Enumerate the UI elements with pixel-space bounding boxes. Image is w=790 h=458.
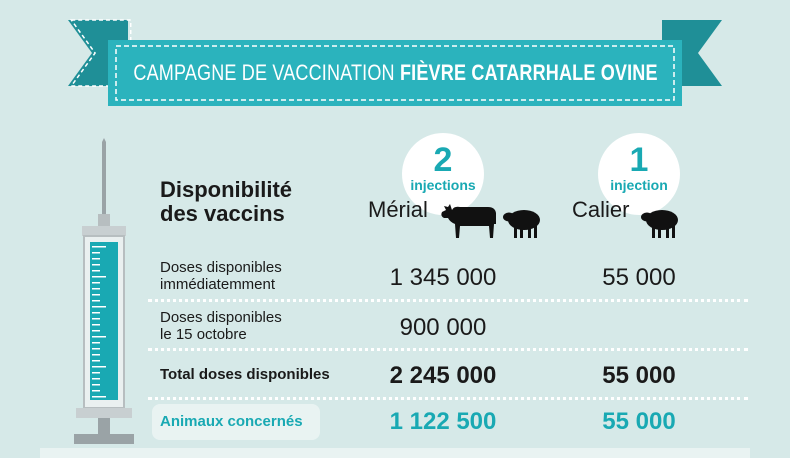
syringe-tick	[92, 318, 100, 320]
syringe-tick	[92, 330, 100, 332]
merial-animals: 1 122 500	[389, 408, 497, 435]
section-heading-line2: des vaccins	[160, 201, 285, 226]
syringe-tick	[92, 270, 100, 272]
syringe-tick	[92, 390, 100, 392]
calier-injections-label: injection	[610, 177, 668, 193]
campaign-title-bold: FIÈVRE CATARRHALE OVINE	[400, 60, 658, 85]
section-heading-line1: Disponibilité	[160, 177, 292, 202]
syringe-tick	[92, 264, 100, 266]
bottom-panel	[40, 448, 750, 458]
syringe-tick	[92, 252, 100, 254]
section-heading: Disponibilité des vaccins	[160, 178, 292, 226]
syringe-tick	[92, 246, 106, 248]
calier-injections-count: 1	[629, 141, 649, 179]
syringe-tick	[92, 366, 106, 368]
row-label-immediate-line2: immédiatemment	[160, 276, 276, 293]
calier-injections-badge: 1 injection	[598, 133, 680, 215]
campaign-title: CAMPAGNE DE VACCINATION FIÈVRE CATARRHAL…	[110, 55, 680, 91]
syringe-tick	[92, 282, 100, 284]
syringe-tick	[92, 276, 106, 278]
syringe-tick	[92, 360, 100, 362]
row-label-october: Doses disponibles le 15 octobre	[160, 309, 282, 343]
banner-ribbon	[68, 19, 722, 106]
sheep-icon	[641, 210, 678, 238]
syringe-tick	[92, 354, 100, 356]
merial-doses-immediate: 1 345 000	[389, 264, 497, 291]
syringe-tick	[92, 306, 106, 308]
sheep-icon	[503, 210, 540, 238]
calier-animals: 55 000	[602, 408, 676, 435]
calier-doses-immediate: 55 000	[602, 264, 676, 291]
syringe-tick	[92, 312, 100, 314]
syringe-tick	[92, 336, 106, 338]
syringe-tick	[92, 324, 100, 326]
row-divider	[148, 348, 748, 351]
row-label-total: Total doses disponibles	[160, 366, 330, 383]
syringe-tick	[92, 342, 100, 344]
row-label-immediate-line1: Doses disponibles	[160, 259, 282, 276]
merial-injections-label: injections	[410, 177, 476, 193]
syringe-tick	[92, 384, 100, 386]
campaign-title-light: CAMPAGNE DE VACCINATION	[132, 60, 395, 85]
row-divider	[148, 397, 748, 400]
syringe-tick	[92, 378, 100, 380]
syringe-tick	[92, 288, 100, 290]
syringe-tick	[92, 372, 100, 374]
animals-label-pill: Animaux concernés	[152, 404, 320, 440]
merial-injections-count: 2	[433, 141, 453, 179]
syringe-tick	[92, 300, 100, 302]
calier-doses-total: 55 000	[602, 362, 676, 389]
row-label-animals: Animaux concernés	[160, 413, 303, 430]
syringe-tick	[92, 348, 100, 350]
merial-doses-october: 900 000	[399, 314, 487, 341]
merial-doses-total: 2 245 000	[389, 362, 497, 389]
syringe-tick	[92, 294, 100, 296]
cow-icon	[441, 204, 496, 238]
syringe-tick	[92, 258, 100, 260]
merial-column-name: Mérial	[368, 197, 428, 222]
row-divider	[148, 299, 748, 302]
merial-injections-badge: 2 injections	[402, 133, 484, 215]
row-label-october-line1: Doses disponibles	[160, 309, 282, 326]
row-label-immediate: Doses disponibles immédiatemment	[160, 259, 282, 293]
calier-column-name: Calier	[572, 197, 630, 222]
syringe-tick	[92, 396, 106, 398]
row-label-october-line2: le 15 octobre	[160, 326, 247, 343]
syringe-icon	[74, 138, 134, 444]
